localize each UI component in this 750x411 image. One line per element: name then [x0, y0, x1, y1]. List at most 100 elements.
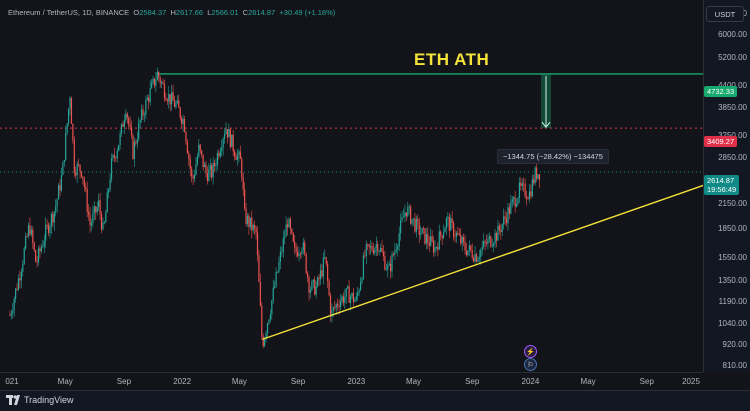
- time-tick-label: May: [580, 377, 596, 386]
- candle: [474, 245, 476, 264]
- candle: [385, 263, 387, 271]
- time-tick-label: Sep: [116, 377, 132, 386]
- candle: [162, 78, 164, 85]
- candle: [226, 129, 229, 144]
- candle: [395, 243, 397, 253]
- candle: [487, 234, 489, 250]
- time-tick-label: May: [231, 377, 247, 386]
- candle: [279, 246, 282, 270]
- candle: [15, 288, 17, 303]
- candle: [206, 166, 209, 185]
- time-axis[interactable]: 021 May Sep 2022 May Sep 2023 May Sep 2024 May Sep 2…: [0, 372, 703, 391]
- ascending-trendline[interactable]: [262, 184, 703, 341]
- candle: [428, 236, 430, 252]
- candle: [391, 250, 393, 278]
- candle: [296, 245, 299, 258]
- candle: [507, 202, 509, 231]
- candle: [518, 177, 521, 203]
- symbol-name[interactable]: Ethereum / TetherUS, 1D, BINANCE: [8, 8, 130, 17]
- candle: [483, 233, 485, 249]
- time-tick-label: Sep: [639, 377, 654, 386]
- candle: [155, 72, 157, 93]
- candle: [513, 195, 515, 206]
- candle: [302, 237, 304, 255]
- candle: [112, 153, 114, 162]
- candle: [281, 246, 283, 257]
- tradingview-logo[interactable]: TradingView: [6, 395, 74, 405]
- candle: [412, 218, 415, 227]
- chart-plot-area[interactable]: Ethereum / TetherUS, 1D, BINANCE O2584.3…: [0, 0, 703, 372]
- candle: [328, 278, 330, 297]
- candle: [414, 212, 416, 234]
- candle: [448, 212, 450, 239]
- candle: [175, 100, 177, 110]
- candle: [437, 242, 439, 257]
- candle: [438, 224, 440, 251]
- us-flag-event-icon[interactable]: ⚐: [524, 358, 537, 371]
- candle: [116, 147, 118, 163]
- candle: [410, 204, 412, 225]
- candle: [221, 139, 223, 157]
- candle: [351, 292, 353, 300]
- candle: [470, 244, 472, 253]
- candle: [165, 92, 167, 102]
- symbol-info-bar[interactable]: Ethereum / TetherUS, 1D, BINANCE O2584.3…: [8, 8, 335, 17]
- candle: [118, 144, 120, 152]
- candle: [282, 230, 284, 258]
- price-tick-label: 4400.00: [718, 81, 747, 90]
- candle: [361, 276, 363, 285]
- candle: [394, 242, 396, 260]
- candle: [252, 223, 254, 234]
- measure-tool-label[interactable]: −1344.75 (−28.42%) −134475: [497, 149, 609, 164]
- currency-button[interactable]: USDT: [706, 6, 744, 22]
- candle: [120, 123, 123, 137]
- candle: [278, 256, 280, 274]
- candle: [375, 236, 377, 256]
- candle: [523, 177, 525, 192]
- candle: [241, 156, 243, 182]
- candle: [59, 179, 61, 197]
- candle: [379, 243, 382, 253]
- candle: [37, 245, 40, 266]
- price-tick-label: 1190.00: [718, 297, 747, 307]
- candle: [153, 78, 156, 89]
- candle: [171, 85, 173, 111]
- candle: [139, 118, 141, 129]
- candle: [251, 210, 253, 239]
- candle: [212, 157, 214, 185]
- candle: [78, 158, 80, 168]
- open-value: 2584.37: [139, 8, 167, 17]
- price-tick-label: 2150.00: [718, 199, 747, 209]
- candle: [402, 208, 405, 218]
- candle: [491, 238, 493, 248]
- candle: [75, 166, 77, 180]
- candle: [537, 174, 539, 181]
- candle: [377, 240, 379, 256]
- candle: [430, 228, 432, 247]
- candle: [25, 232, 27, 251]
- candle: [318, 273, 320, 286]
- candle: [198, 138, 200, 159]
- candle: [425, 227, 427, 250]
- candle: [36, 256, 38, 268]
- candle: [143, 111, 146, 123]
- candle: [255, 225, 257, 240]
- candle: [66, 123, 68, 136]
- eth-ath-annotation[interactable]: ETH ATH: [414, 50, 490, 69]
- candle: [76, 161, 78, 184]
- candle: [354, 297, 356, 303]
- price-tick-label: 1040.00: [718, 319, 747, 329]
- candle: [327, 260, 329, 288]
- candle: [183, 116, 186, 133]
- candle: [128, 115, 130, 130]
- candle: [392, 252, 395, 257]
- candle: [103, 221, 105, 225]
- candle: [126, 111, 128, 124]
- lightning-event-icon[interactable]: ⚡: [524, 345, 537, 358]
- price-chart[interactable]: [0, 0, 703, 372]
- candle: [468, 240, 470, 257]
- candle: [521, 179, 523, 191]
- candle: [188, 150, 190, 166]
- candle: [451, 210, 453, 229]
- candle: [135, 139, 137, 147]
